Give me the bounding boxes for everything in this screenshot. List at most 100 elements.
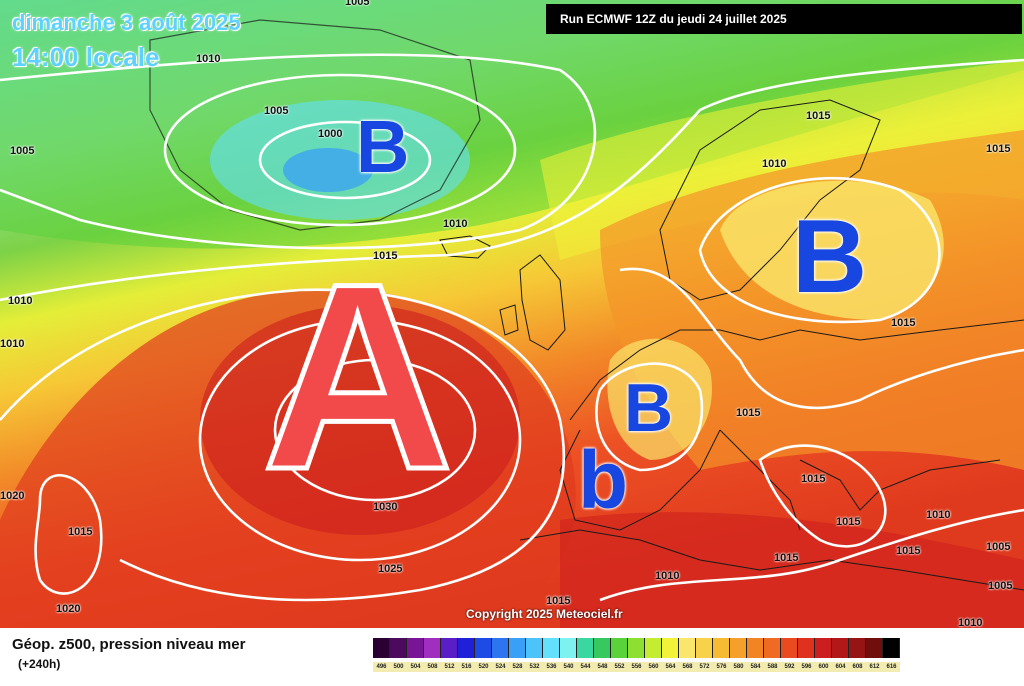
pressure-label: 1010 [8,295,33,307]
legend-tick-label: 532 [529,664,540,670]
legend-title: Géop. z500, pression niveau mer [12,636,246,653]
legend-swatch [832,638,849,658]
pressure-label: 1005 [264,105,289,117]
pressure-label: 1015 [801,473,826,485]
legend-swatch [577,638,594,658]
isobar-1020 [0,288,566,602]
legend-swatch [866,638,883,658]
legend-tick-label: 520 [478,664,489,670]
africa-coastline [519,529,1024,591]
legend-swatch [441,638,458,658]
legend-tick-label: 552 [614,664,625,670]
isobar-1010-africa [599,508,1024,602]
legend-footer: Géop. z500, pression niveau mer (+240h) … [0,628,1024,686]
forecast-time: 14:00 locale [12,42,160,72]
color-scale [373,638,900,658]
legend-tick-label: 556 [631,664,642,670]
pressure-label: 1015 [891,317,916,329]
legend-tick-label: 616 [886,664,897,670]
legend-swatch [373,638,390,658]
pressure-label: 1010 [196,53,221,65]
pressure-label: 1015 [806,110,831,122]
iceland-landmass [439,235,491,259]
yellow-zone-france [607,338,712,460]
cold-core-greenland [283,148,373,192]
model-run-banner: Run ECMWF 12Z du jeudi 24 juillet 2025 [546,4,1022,34]
pressure-label: 1015 [736,407,761,419]
legend-tick-label: 604 [835,664,846,670]
pressure-label: 1005 [988,580,1013,592]
legend-tick-label: 496 [376,664,387,670]
isobar-1015-central [619,267,1024,410]
isobar-1015-france [595,362,704,472]
greenland-landmass [149,19,481,231]
pressure-label: 1020 [56,603,81,615]
legend-swatch [492,638,509,658]
legend-tick-label: 576 [716,664,727,670]
pressure-label: 1025 [378,563,403,575]
scandinavia-landmass [659,99,881,301]
pressure-label: 1005 [10,145,35,157]
legend-tick-label: 512 [444,664,455,670]
pressure-label: 1030 [373,501,398,513]
legend-swatch [713,638,730,658]
pressure-label: 1015 [774,552,799,564]
legend-swatch [781,638,798,658]
pressure-label: 1010 [443,218,468,230]
copyright-notice: Copyright 2025 Meteociel.fr [466,607,623,621]
warm-zone-africa [560,512,1024,628]
legend-swatch [747,638,764,658]
legend-tick-label: 608 [852,664,863,670]
pressure-label: 1015 [986,143,1011,155]
low-pressure-label-spain: b [578,435,629,526]
forecast-date: dimanche 3 août 2025 [12,10,241,35]
legend-swatch [390,638,407,658]
british-isles [499,254,566,351]
color-scale-ticks: 496 500 504 508 512 516 520 524 528 532 536 540 544 5… [373,662,900,672]
pressure-label: 1010 [926,509,951,521]
legend-swatch [543,638,560,658]
legend-swatch [645,638,662,658]
isobar-1005-greenland [163,73,517,227]
forecast-horizon: (+240h) [18,657,61,671]
isobar-1000 [258,120,432,200]
legend-tick-label: 560 [648,664,659,670]
low-pressure-label-france: B [624,370,674,446]
legend-tick-label: 564 [665,664,676,670]
pressure-label: 1020 [0,490,25,502]
legend-swatch [696,638,713,658]
pressure-label: 1015 [896,545,921,557]
isobar-1015-north [0,58,1024,302]
legend-tick-label: 540 [563,664,574,670]
legend-swatch [594,638,611,658]
low-pressure-label-scandinavia: B [792,199,868,315]
legend-tick-label: 612 [869,664,880,670]
legend-swatch [628,638,645,658]
legend-tick-label: 588 [767,664,778,670]
legend-swatch [560,638,577,658]
legend-swatch [883,638,900,658]
legend-tick-label: 504 [410,664,421,670]
pressure-label: 1005 [986,541,1011,553]
pressure-label: 1015 [68,526,93,538]
legend-tick-label: 500 [393,664,404,670]
europe-coastline [559,319,1024,531]
isobars [0,53,1024,602]
yellow-zone-scandinavia [720,180,944,320]
pressure-label: 1015 [836,516,861,528]
isobar-1030 [273,358,477,502]
isobar-1015-sw [34,474,103,595]
legend-tick-label: 548 [597,664,608,670]
isobar-1010-north [0,53,597,250]
legend-tick-label: 580 [733,664,744,670]
legend-swatch [730,638,747,658]
pressure-label: 1005 [345,0,370,8]
pressure-label: 1010 [0,338,25,350]
isobar-1025 [198,318,522,562]
pressure-label: 1015 [373,250,398,262]
legend-swatch [815,638,832,658]
legend-swatch [679,638,696,658]
legend-tick-label: 592 [784,664,795,670]
legend-swatch [509,638,526,658]
low-pressure-label-greenland: B [356,105,410,188]
